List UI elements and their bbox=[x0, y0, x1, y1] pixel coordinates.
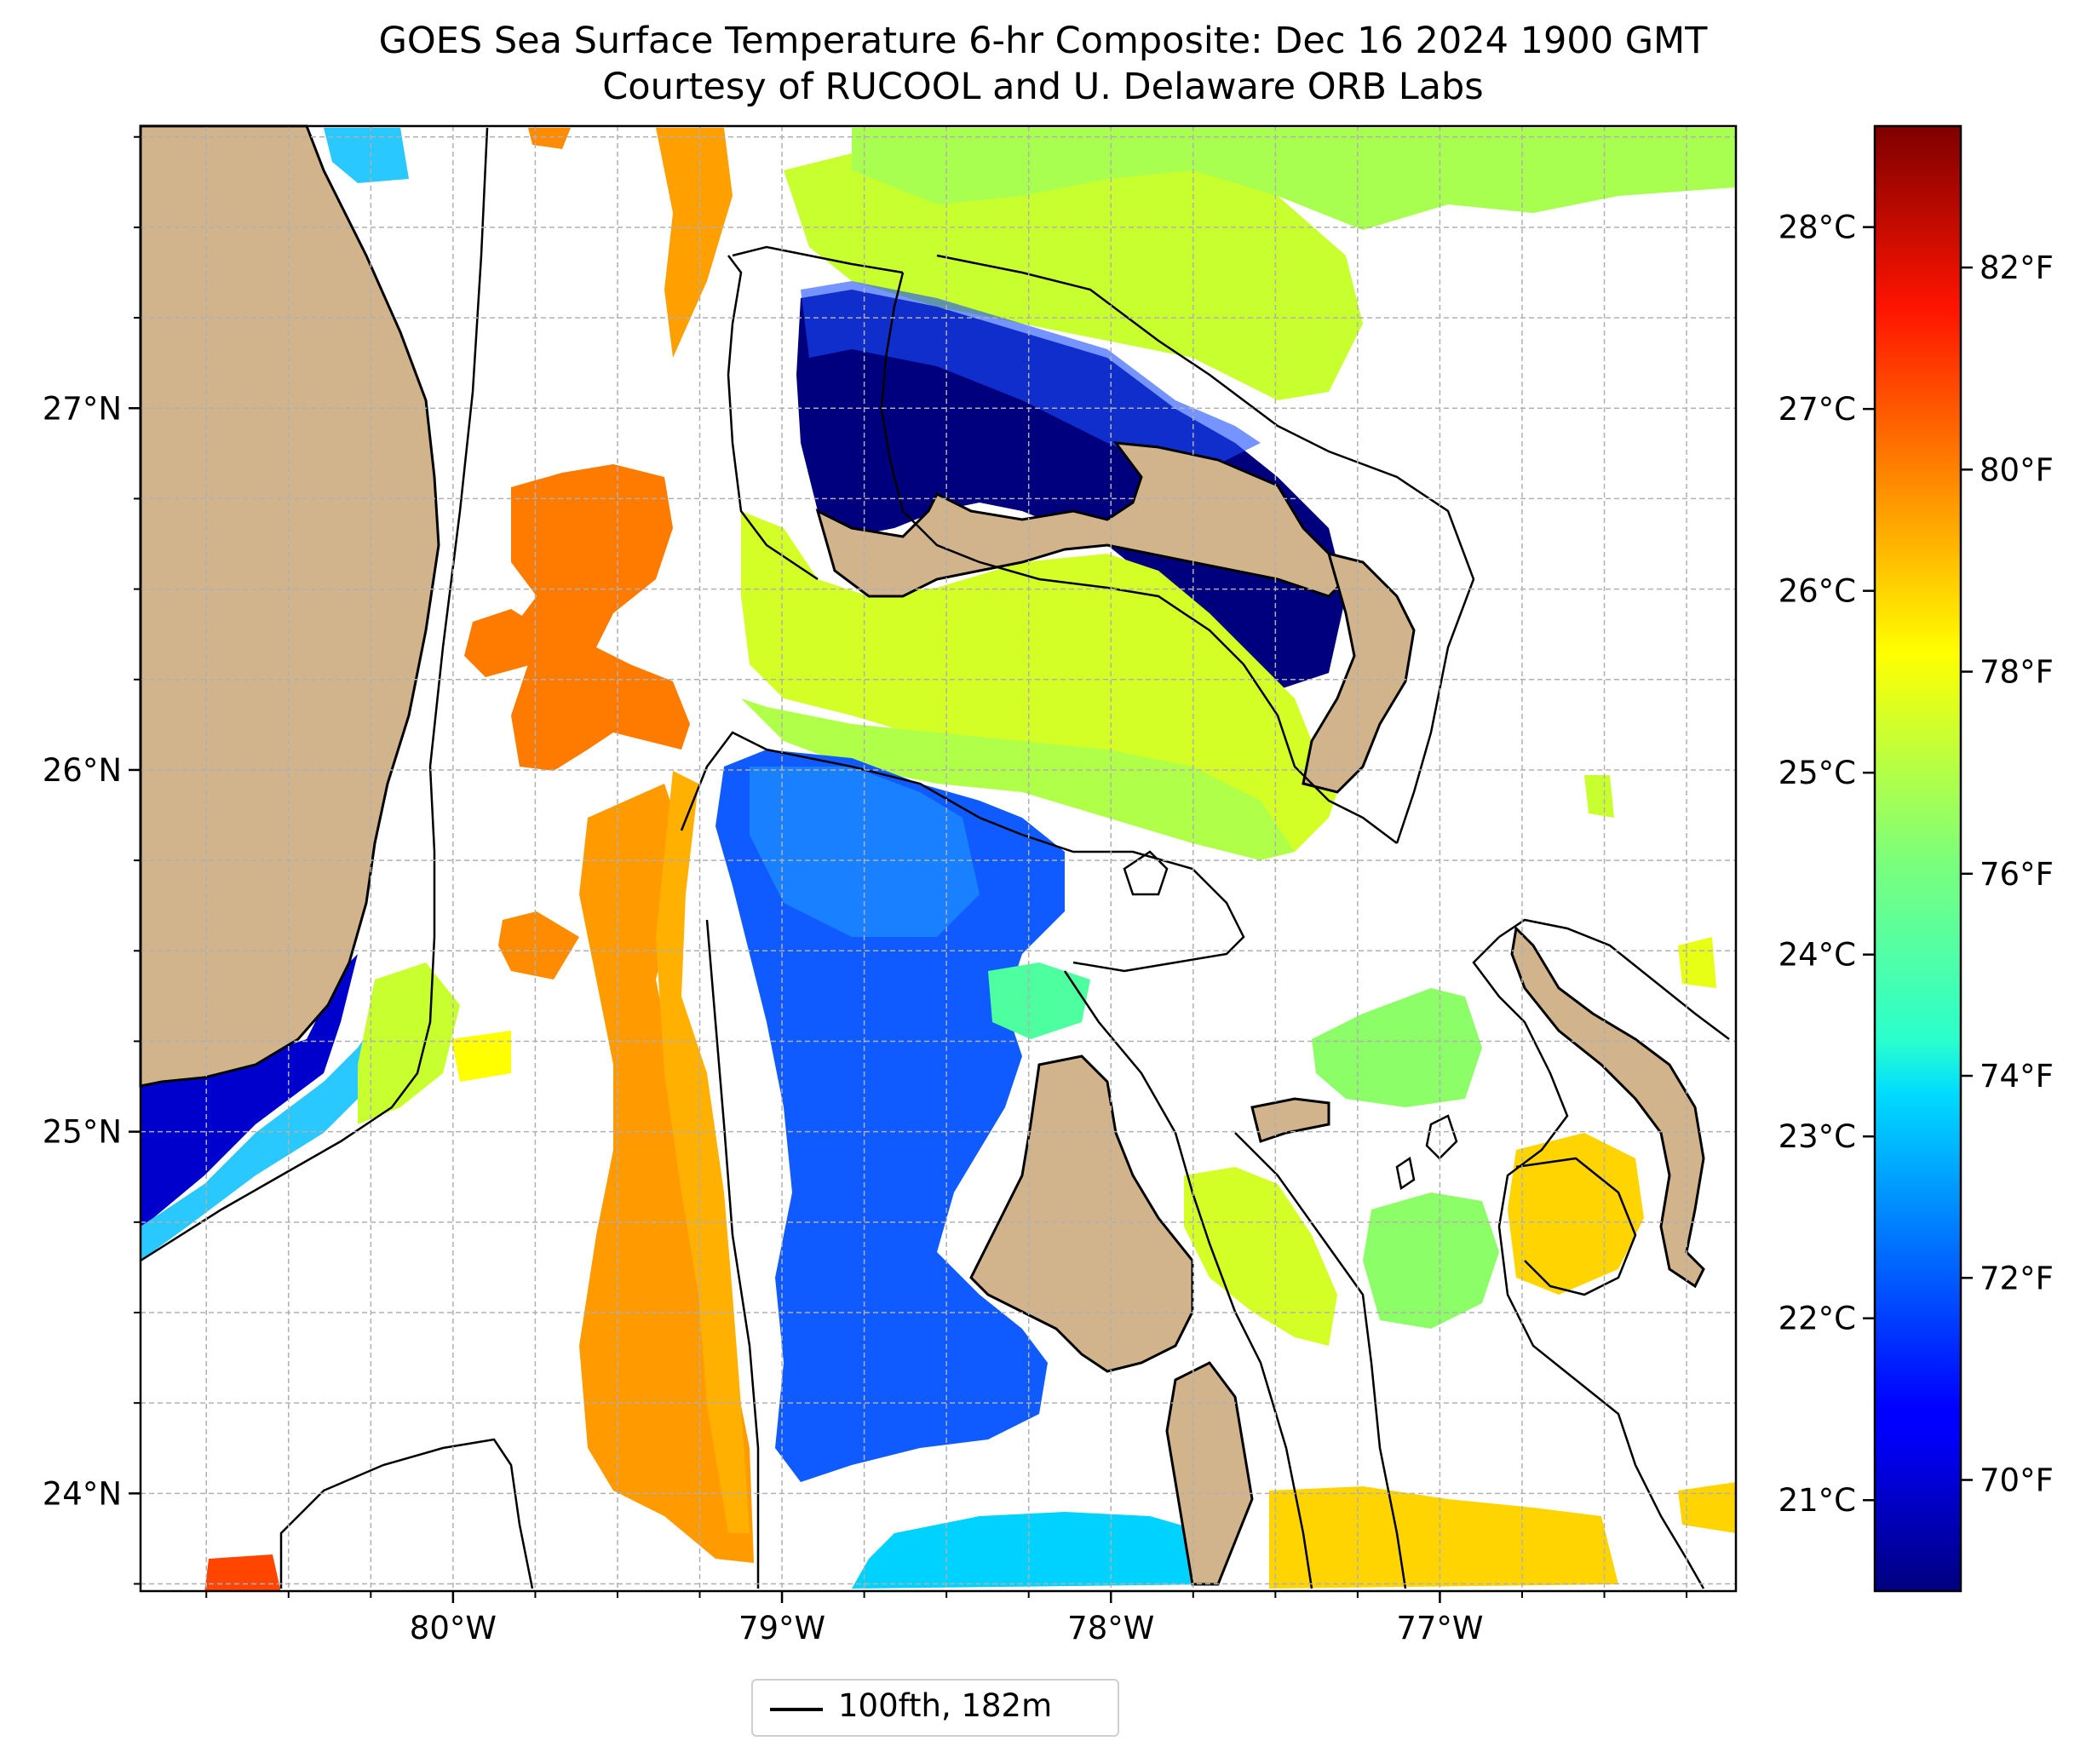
map-subtitle: Courtesy of RUCOOL and U. Delaware ORB L… bbox=[602, 66, 1484, 108]
legend-label: 100fth, 182m bbox=[838, 1687, 1053, 1724]
map-title: GOES Sea Surface Temperature 6-hr Compos… bbox=[378, 20, 1708, 62]
celsius-tick-label: 27°C bbox=[1779, 391, 1856, 428]
celsius-tick-label: 21°C bbox=[1779, 1482, 1856, 1519]
longitude-axis: 80°W 79°W 78°W 77°W bbox=[410, 1591, 1484, 1646]
colorbar-fahrenheit-axis: 70°F 72°F 74°F 76°F 78°F 80°F 82°F bbox=[1961, 250, 2054, 1499]
land bbox=[139, 124, 1705, 1586]
lat-tick-label: 26°N bbox=[43, 752, 122, 789]
fahrenheit-tick-label: 76°F bbox=[1980, 856, 2054, 893]
legend-line-swatch bbox=[770, 1708, 823, 1711]
lat-tick-label: 25°N bbox=[43, 1114, 122, 1151]
lat-tick-label: 27°N bbox=[43, 390, 122, 427]
minor-ticks bbox=[134, 135, 1688, 1598]
lon-tick-label: 77°W bbox=[1396, 1610, 1483, 1646]
celsius-tick-label: 26°C bbox=[1779, 573, 1856, 610]
fahrenheit-tick-label: 70°F bbox=[1980, 1462, 2054, 1499]
isobath-100fth bbox=[140, 127, 1730, 1589]
lon-tick-label: 78°W bbox=[1067, 1610, 1154, 1646]
celsius-tick-label: 28°C bbox=[1779, 210, 1856, 246]
celsius-tick-label: 24°C bbox=[1779, 937, 1856, 974]
lon-tick-label: 80°W bbox=[410, 1610, 497, 1646]
fahrenheit-tick-label: 78°F bbox=[1980, 654, 2054, 691]
colorbar-celsius-axis: 21°C 22°C 23°C 24°C 25°C 26°C 27°C 28°C bbox=[1779, 210, 1875, 1519]
map-frame bbox=[139, 124, 1738, 1593]
fahrenheit-tick-label: 74°F bbox=[1980, 1058, 2054, 1095]
sst-field bbox=[141, 128, 1736, 1591]
fahrenheit-tick-label: 82°F bbox=[1980, 250, 2054, 286]
fahrenheit-tick-label: 80°F bbox=[1980, 451, 2054, 488]
legend: 100fth, 182m bbox=[751, 1679, 1119, 1737]
celsius-tick-label: 23°C bbox=[1779, 1118, 1856, 1155]
latitude-axis: 24°N 25°N 26°N 27°N bbox=[43, 390, 141, 1512]
colorbar bbox=[1873, 124, 1962, 1593]
celsius-tick-label: 25°C bbox=[1779, 755, 1856, 791]
celsius-tick-label: 22°C bbox=[1779, 1301, 1856, 1337]
gridlines bbox=[141, 126, 1736, 1591]
fahrenheit-tick-label: 72°F bbox=[1980, 1260, 2054, 1296]
lat-tick-label: 24°N bbox=[43, 1475, 122, 1512]
lon-tick-label: 79°W bbox=[738, 1610, 825, 1646]
